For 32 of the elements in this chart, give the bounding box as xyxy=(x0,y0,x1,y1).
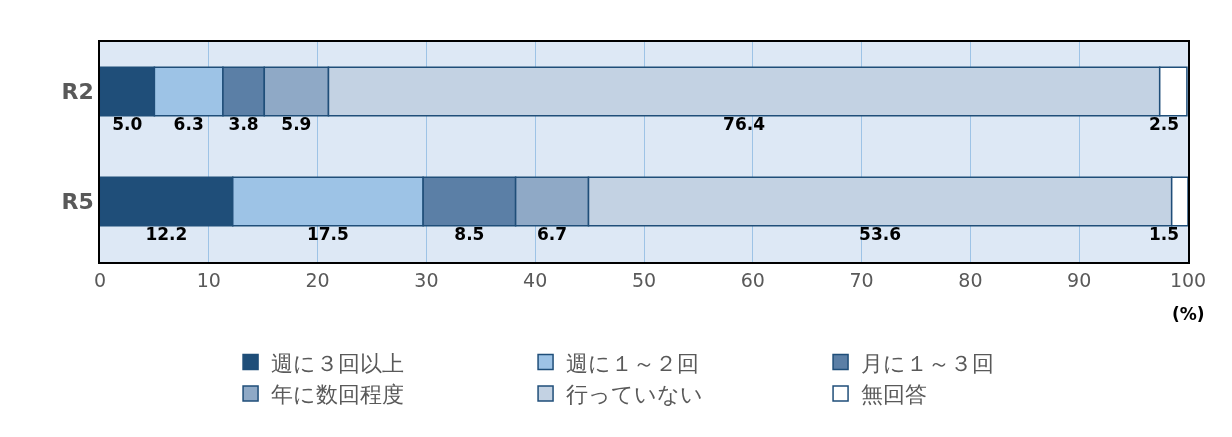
data-label: 6.3 xyxy=(173,113,204,134)
data-label: 2.5 xyxy=(1149,113,1180,134)
x-tick-label: 20 xyxy=(305,268,330,291)
data-label: 3.8 xyxy=(228,113,259,134)
data-label: 6.7 xyxy=(537,223,568,244)
legend-label: 月に１～３回 xyxy=(860,350,994,376)
data-label: 76.4 xyxy=(723,113,766,134)
x-tick-label: 10 xyxy=(196,268,221,291)
legend-label: 年に数回程度 xyxy=(270,382,404,408)
x-tick-label: 100 xyxy=(1169,268,1207,291)
data-label: 1.5 xyxy=(1149,223,1180,244)
data-label: 8.5 xyxy=(454,223,485,244)
legend-label: 行っていない xyxy=(565,382,703,408)
data-label: 5.0 xyxy=(112,113,143,134)
x-tick-label: 70 xyxy=(849,268,874,291)
legend-label: 週に３回以上 xyxy=(270,350,404,376)
x-tick-label: 40 xyxy=(523,268,548,291)
x-tick-label: 50 xyxy=(631,268,657,291)
x-axis-title: (%) xyxy=(1172,304,1205,324)
legend-label: 無回答 xyxy=(860,382,927,408)
data-label: 17.5 xyxy=(306,223,349,244)
data-label: 5.9 xyxy=(281,113,312,134)
x-tick-label: 90 xyxy=(1067,268,1092,291)
x-tick-label: 80 xyxy=(958,268,983,291)
y-tick-label: R2 xyxy=(61,79,94,105)
x-tick-label: 60 xyxy=(740,268,765,291)
x-tick-label: 0 xyxy=(93,268,107,291)
data-label: 12.2 xyxy=(145,223,188,244)
x-tick-label: 30 xyxy=(414,268,439,291)
legend-label: 週に１～２回 xyxy=(565,350,699,376)
y-tick-label: R5 xyxy=(61,189,94,215)
data-label: 53.6 xyxy=(859,223,902,244)
